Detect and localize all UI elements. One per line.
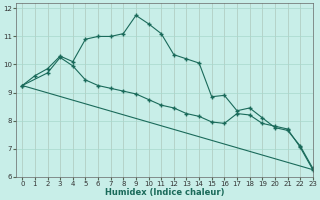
X-axis label: Humidex (Indice chaleur): Humidex (Indice chaleur) [105, 188, 224, 197]
